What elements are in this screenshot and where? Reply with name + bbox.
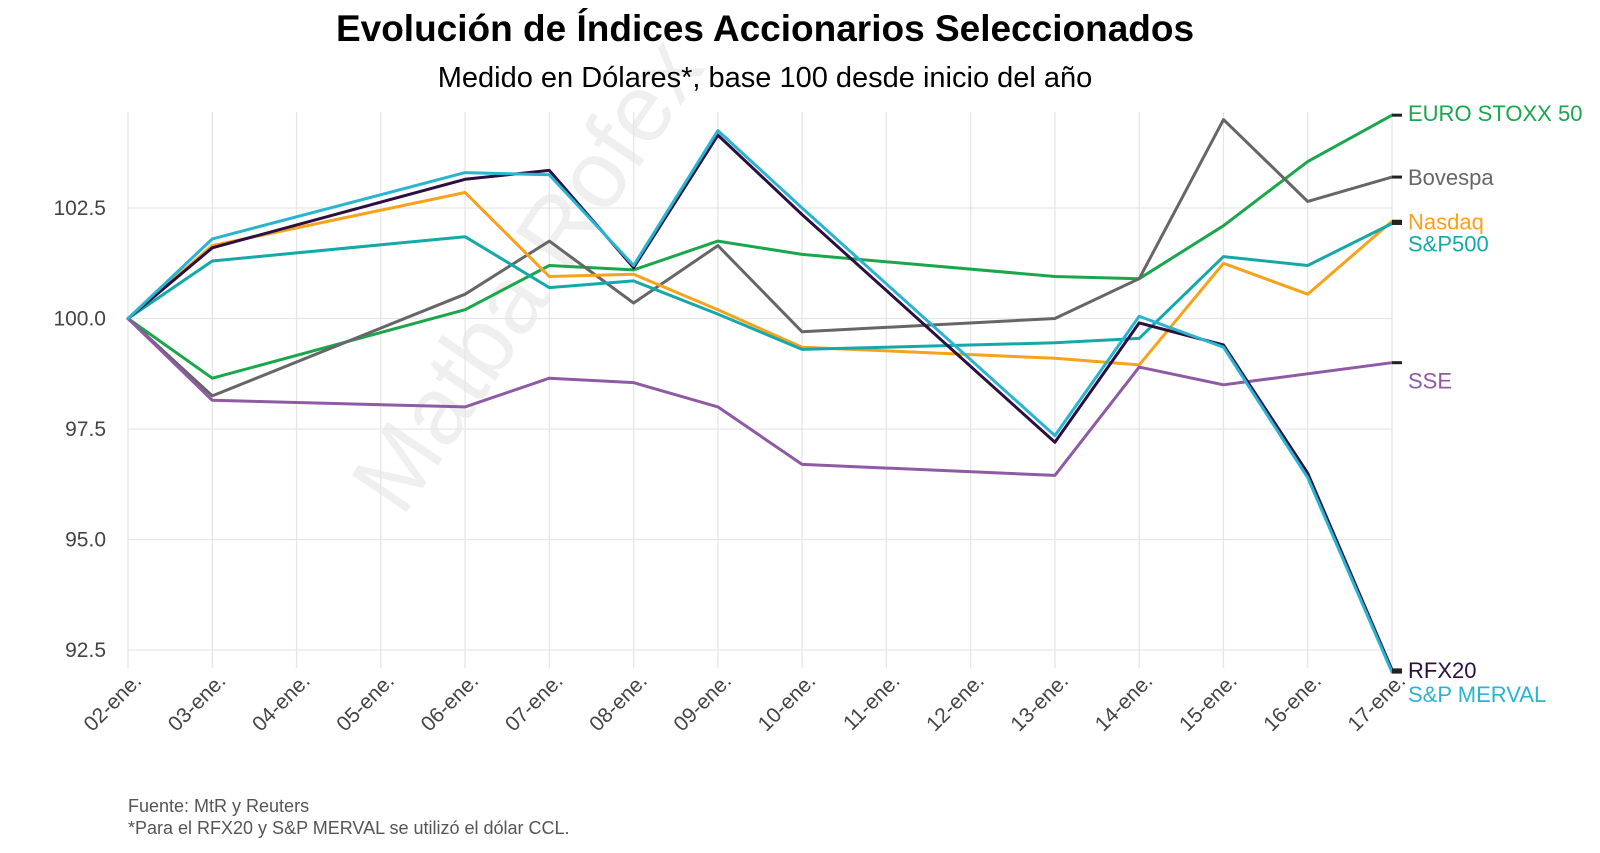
x-tick-label: 11-ene. [839, 669, 905, 735]
x-tick-label: 08-ene. [585, 669, 652, 736]
x-axis: 02-ene. 03-ene. 04-ene. 05-ene. 06-ene. 07-en… [80, 669, 1411, 736]
series-line-nasdaq [126, 191, 1394, 367]
x-tick-label: 17-ene. [1344, 669, 1411, 736]
x-tick-label: 14-ene. [1091, 669, 1158, 736]
x-tick-label: 10-ene. [754, 669, 821, 736]
y-tick-label: 92.5 [65, 639, 106, 662]
y-tick-label: 97.5 [65, 418, 106, 441]
series-line-s-p-merval [126, 129, 1394, 674]
chart-subtitle: Medido en Dólares*, base 100 desde inici… [437, 62, 1093, 94]
footnote: *Para el RFX20 y S&P MERVAL se utilizó e… [128, 818, 570, 838]
x-tick-label: 05-ene. [332, 669, 399, 736]
x-tick-label: 04-ene. [248, 669, 315, 736]
series-line-sse [126, 317, 1394, 477]
x-tick-label: 09-ene. [669, 669, 736, 736]
series-label-sse: SSE [1408, 368, 1452, 393]
series-lines [126, 113, 1394, 674]
chart-title: Evolución de Índices Accionarios Selecci… [335, 8, 1195, 49]
x-tick-label: 16-ene. [1259, 669, 1326, 736]
series-label-s-p500: S&P500 [1408, 231, 1489, 256]
x-tick-label: 02-ene. [80, 669, 147, 736]
series-line-euro-stoxx-50 [126, 113, 1394, 380]
y-axis: 92.5 95.0 97.5 100.0 102.5 [53, 197, 106, 662]
x-tick-label: 03-ene. [164, 669, 231, 736]
y-tick-label: 102.5 [53, 197, 106, 220]
source-note: Fuente: MtR y Reuters [128, 796, 310, 816]
grid [127, 112, 1393, 668]
series-label-rfx20: RFX20 [1408, 658, 1476, 683]
y-tick-label: 100.0 [53, 308, 106, 331]
series-label-nasdaq: Nasdaq [1408, 209, 1484, 234]
series-label-s-p-merval: S&P MERVAL [1408, 682, 1546, 707]
x-tick-label: 13-ene. [1006, 669, 1073, 736]
x-tick-label: 12-ene. [922, 669, 989, 736]
series-label-euro-stoxx-50: EURO STOXX 50 [1408, 101, 1582, 126]
series-label-bovespa: Bovespa [1408, 165, 1494, 190]
series-line-s-p500 [126, 222, 1394, 351]
x-tick-label: 15-ene. [1175, 669, 1242, 736]
x-tick-label: 06-ene. [417, 669, 484, 736]
x-tick-label: 07-ene. [501, 669, 568, 736]
series-line-bovespa [126, 118, 1394, 398]
y-tick-label: 95.0 [65, 529, 106, 552]
